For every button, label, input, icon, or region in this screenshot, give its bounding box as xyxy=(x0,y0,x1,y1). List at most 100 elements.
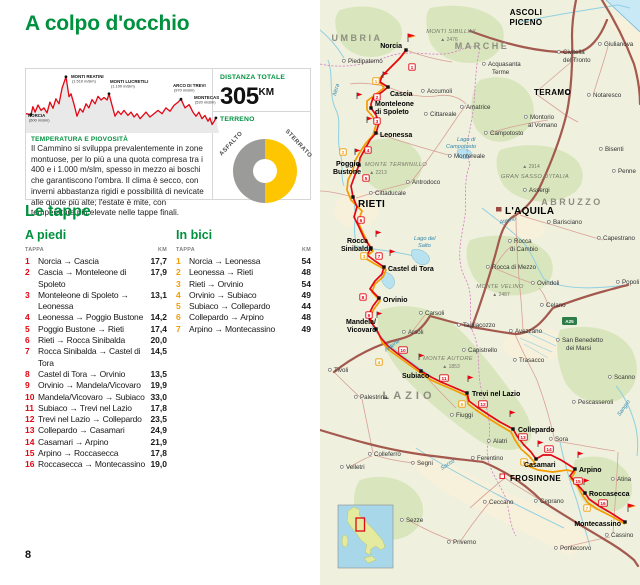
stage-badge xyxy=(375,252,383,260)
town-circle xyxy=(447,539,451,544)
stage-badge-number: 6 xyxy=(523,460,526,466)
route-flag xyxy=(584,478,590,483)
route-flags xyxy=(354,33,636,512)
elevation-marker-name: MONTI REATINI xyxy=(71,74,104,79)
stage-km: 49 xyxy=(301,289,311,300)
stage-row: 6 Collepardo → Arpino 48 xyxy=(176,312,311,323)
map-label: Rocca xyxy=(347,238,368,245)
stage-row: 5 Poggio Bustone → Rieti 17,4 xyxy=(25,324,167,335)
map-label: Cassino xyxy=(611,532,634,539)
stage-km: 19,9 xyxy=(150,380,167,391)
map-label: MONTE VELINO xyxy=(476,284,524,290)
route-flag xyxy=(538,440,544,445)
map-label: UMBRIA xyxy=(332,33,383,43)
stage-number: 16 xyxy=(25,459,35,470)
map-label: A25 xyxy=(565,319,574,324)
stage-number: 15 xyxy=(25,448,35,459)
stage-badge xyxy=(359,293,367,301)
stage-badge-number: 2 xyxy=(342,150,345,156)
elevation-marker-elev: (600 m/slm) xyxy=(29,118,50,123)
town-circle xyxy=(328,367,332,372)
stage-km: 54 xyxy=(301,256,311,266)
map-label: Rocca di Mezzo xyxy=(492,264,537,271)
map-label: Campotosto xyxy=(446,144,476,150)
town-circle xyxy=(513,357,517,362)
stage-row: 1 Norcia → Cascia 17,7 xyxy=(25,256,167,267)
stage-badge xyxy=(372,77,380,85)
stage-number: 14 xyxy=(25,436,35,447)
elevation-marker-elev: (1.510 m/slm) xyxy=(72,79,96,84)
elevation-marker-name: MONTI LUCRETILI xyxy=(110,79,148,84)
italy-inset-map xyxy=(337,504,394,569)
stage-km: 54 xyxy=(301,278,311,289)
stage-number: 6 xyxy=(25,335,30,346)
town-circle xyxy=(547,220,551,224)
map-label: PICENO xyxy=(509,18,542,27)
elevation-chart: NORCIA (600 m/slm) MONTI REATINI (1.510 m/s… xyxy=(25,69,230,133)
map-label: GRAN SASSO D'ITALIA xyxy=(501,174,569,180)
town-circle xyxy=(534,498,538,503)
walking-table-header: TAPPA KM xyxy=(25,247,167,253)
route-stop-dot xyxy=(374,131,378,135)
map-label: Vicovaro xyxy=(347,327,376,334)
stage-number: 5 xyxy=(25,323,30,334)
route-stop-dot xyxy=(369,246,373,250)
stage-row: 10 Mandela/Vicovaro → Subiaco 33,0 xyxy=(25,392,167,403)
col-header-km: KM xyxy=(158,247,167,253)
stage-km: 17,9 xyxy=(150,267,167,278)
route-flag xyxy=(357,92,363,97)
stage-row: 1 Norcia → Leonessa 54 xyxy=(176,256,311,267)
map-label: Cittaducale xyxy=(375,190,407,197)
stage-badge xyxy=(478,400,488,408)
elevation-marker-dot xyxy=(214,116,218,120)
stage-name: Collepardo → Arpino xyxy=(189,312,264,323)
stage-row: 12 Trevi nel Lazio → Collepardo 23,5 xyxy=(25,414,167,425)
map-label: Arpino xyxy=(579,467,602,474)
town-circle xyxy=(448,154,452,158)
map-label: di Cambio xyxy=(510,246,538,253)
elevation-section: NORCIA (600 m/slm) MONTI REATINI (1.510 m/s… xyxy=(25,69,230,217)
map-label: Sinibalda xyxy=(341,246,372,253)
route-stop-dot xyxy=(374,327,378,331)
town-circle xyxy=(610,476,615,481)
map-label: Cittareale xyxy=(430,111,457,118)
stage-number: 4 xyxy=(176,289,181,300)
col-header-tappa: TAPPA xyxy=(25,247,44,253)
stage-badge-number: 4 xyxy=(367,148,370,154)
map-label: Sora xyxy=(555,436,569,443)
map-label: Atina xyxy=(617,476,632,483)
map-label: Terme xyxy=(492,69,510,76)
terrain-label: TERRENO xyxy=(220,116,255,123)
stage-row: 13 Collepardo → Casamari 24,9 xyxy=(25,425,167,436)
stage-row: 7 Rocca Sinibalda → Castel di Tora 14,5 xyxy=(25,346,167,369)
map-label: Lago di xyxy=(457,137,476,143)
page-title: A colpo d'occhio xyxy=(25,12,190,35)
map-label: Lago del xyxy=(414,236,436,242)
map-label: Trevi nel Lazio xyxy=(472,391,520,398)
stage-number: 8 xyxy=(25,368,30,379)
elevation-line xyxy=(25,76,217,126)
map-label: Penne xyxy=(618,168,636,175)
stage-number: 13 xyxy=(25,425,35,436)
stage-badge xyxy=(520,458,528,466)
stage-badge xyxy=(373,93,381,101)
stage-badge-number: 13 xyxy=(520,435,526,441)
map-label: Avezzano xyxy=(515,328,543,335)
map-plains xyxy=(334,18,640,556)
stage-badge-number: 9 xyxy=(368,313,371,319)
route-stop-dot xyxy=(377,296,381,300)
stage-name: Rieti → Rocca Sinibalda xyxy=(38,335,126,346)
map-label: Sezze xyxy=(406,517,424,524)
stage-badge xyxy=(357,216,365,224)
map-label: Antrodoco xyxy=(412,179,441,186)
map-label: FROSINONE xyxy=(510,474,561,483)
stage-badge xyxy=(408,63,416,71)
map-label: Colleferro xyxy=(374,451,401,458)
page-number: 8 xyxy=(25,549,32,561)
totals-section: DISTANZA TOTALE 305KM TERRENO ASFALTO ST… xyxy=(213,69,312,203)
map-region-boundaries xyxy=(320,46,517,537)
town-circle xyxy=(572,399,576,404)
route-flag xyxy=(578,451,584,456)
town-circle xyxy=(556,337,560,342)
town-circle xyxy=(402,329,406,334)
